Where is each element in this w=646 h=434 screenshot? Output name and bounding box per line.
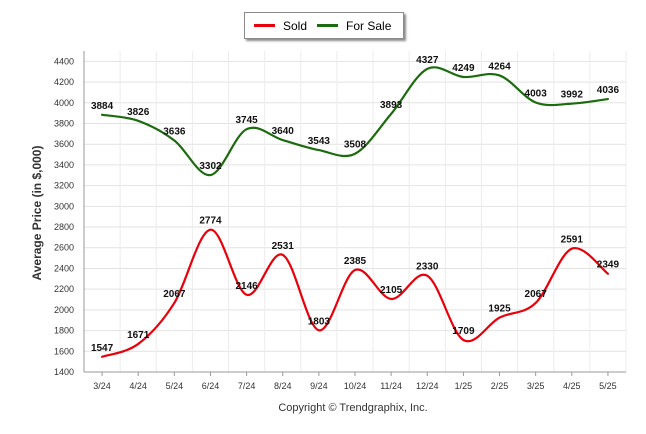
x-tick-label: 5/25	[599, 381, 617, 391]
data-label-sold: 2146	[235, 281, 258, 292]
y-tick-label: 2400	[54, 263, 74, 273]
data-label-for-sale: 3745	[235, 115, 258, 126]
data-label-sold: 1709	[452, 326, 475, 337]
x-tick-label: 2/25	[491, 381, 509, 391]
y-tick-label: 4000	[54, 98, 74, 108]
data-label-for-sale: 3640	[272, 126, 295, 137]
data-label-sold: 2385	[344, 256, 367, 267]
legend-label-for-sale: For Sale	[346, 18, 392, 33]
legend: Sold For Sale	[244, 12, 404, 39]
data-label-for-sale: 4003	[525, 88, 548, 99]
data-label-sold: 2774	[199, 216, 222, 227]
y-tick-label: 3800	[54, 118, 74, 128]
x-tick-label: 6/24	[202, 381, 220, 391]
x-tick-label: 4/25	[563, 381, 581, 391]
copyright-footer: Copyright © Trendgraphix, Inc.	[278, 402, 428, 414]
legend-swatch-sold	[254, 24, 275, 27]
legend-item-for-sale: For Sale	[317, 19, 391, 33]
data-label-sold: 2105	[380, 285, 403, 296]
data-label-sold: 1925	[488, 304, 511, 315]
x-tick-label: 12/24	[416, 381, 439, 391]
data-label-for-sale: 3826	[127, 107, 150, 118]
y-tick-label: 4400	[54, 56, 74, 66]
data-label-for-sale: 4036	[597, 85, 620, 96]
x-tick-label: 9/24	[310, 381, 328, 391]
y-tick-label: 1800	[54, 326, 74, 336]
y-tick-label: 2200	[54, 284, 74, 294]
y-tick-label: 3000	[54, 201, 74, 211]
data-label-for-sale: 4249	[452, 63, 475, 74]
data-label-sold: 2349	[597, 260, 620, 271]
x-tick-label: 11/24	[380, 381, 402, 391]
y-tick-label: 2000	[54, 305, 74, 315]
y-tick-label: 3400	[54, 160, 74, 170]
data-label-sold: 2591	[561, 235, 584, 246]
data-label-for-sale: 4327	[416, 55, 439, 66]
series-line-for-sale	[100, 66, 610, 177]
data-label-for-sale: 3636	[163, 126, 186, 137]
x-tick-label: 3/25	[527, 381, 545, 391]
legend-swatch-for-sale	[317, 24, 339, 27]
y-tick-label: 2600	[54, 243, 74, 253]
y-tick-label: 3600	[54, 139, 74, 149]
series-line-sold	[100, 228, 610, 358]
y-tick-label: 3200	[54, 181, 74, 191]
data-label-sold: 1671	[127, 330, 150, 341]
data-label-for-sale: 4264	[488, 61, 511, 72]
data-label-for-sale: 3884	[91, 101, 114, 112]
data-label-sold: 1547	[91, 343, 114, 354]
x-tick-label: 1/25	[455, 381, 473, 391]
x-tick-label: 5/24	[166, 381, 184, 391]
data-label-sold: 2067	[525, 289, 548, 300]
data-label-sold: 2330	[416, 262, 439, 273]
data-label-for-sale: 3543	[308, 136, 331, 147]
plot-background	[84, 51, 626, 372]
x-tick-label: 7/24	[238, 381, 256, 391]
y-tick-label: 1600	[54, 346, 74, 356]
data-label-sold: 2067	[163, 289, 186, 300]
x-tick-label: 10/24	[344, 381, 367, 391]
legend-label-sold: Sold	[283, 18, 308, 33]
x-tick-label: 8/24	[274, 381, 292, 391]
y-tick-label: 1400	[54, 367, 74, 377]
data-label-for-sale: 3302	[199, 161, 222, 172]
y-tick-label: 2800	[54, 222, 74, 232]
y-axis-title: Average Price (in $,000)	[30, 145, 44, 281]
data-label-for-sale: 3992	[561, 90, 584, 101]
data-label-for-sale: 3893	[380, 100, 403, 111]
y-tick-label: 4200	[54, 77, 74, 87]
data-label-sold: 2531	[272, 241, 295, 252]
x-tick-label: 3/24	[93, 381, 111, 391]
legend-item-sold: Sold	[254, 19, 307, 33]
data-label-sold: 1803	[308, 316, 331, 327]
x-tick-label: 4/24	[129, 381, 147, 391]
data-label-for-sale: 3508	[344, 140, 367, 151]
